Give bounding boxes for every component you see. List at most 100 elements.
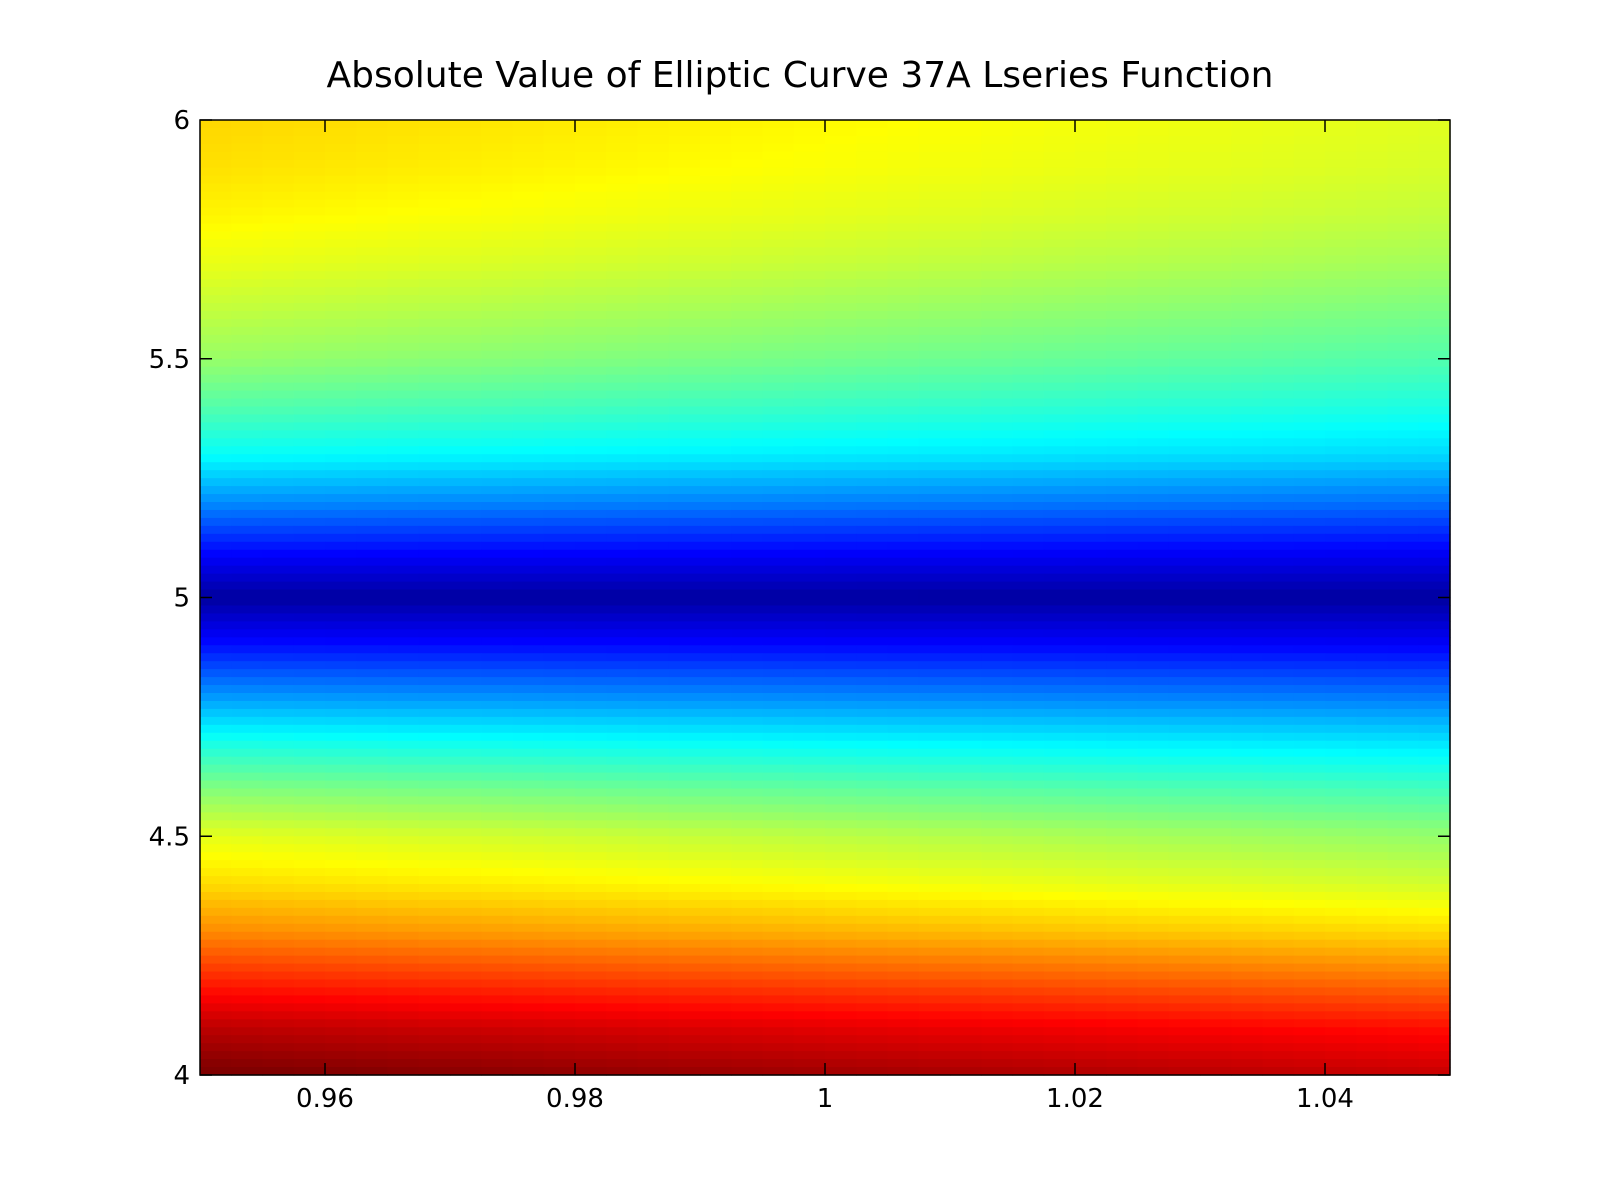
heatmap-cell bbox=[1168, 581, 1201, 591]
heatmap-cell bbox=[1012, 303, 1045, 312]
heatmap-cell bbox=[575, 677, 607, 686]
heatmap-cell bbox=[512, 239, 545, 248]
heatmap-cell bbox=[762, 287, 795, 296]
heatmap-cell bbox=[200, 525, 232, 535]
heatmap-cell bbox=[512, 295, 545, 304]
heatmap-cell bbox=[668, 311, 701, 320]
heatmap-cell bbox=[1356, 780, 1389, 790]
heatmap-cell bbox=[1043, 955, 1076, 965]
heatmap-cell bbox=[825, 175, 857, 185]
heatmap-cell bbox=[387, 1043, 420, 1052]
heatmap-cell bbox=[1387, 263, 1420, 272]
heatmap-cell bbox=[1075, 143, 1107, 153]
heatmap-cell bbox=[481, 311, 514, 320]
heatmap-cell bbox=[762, 788, 795, 798]
heatmap-cell bbox=[637, 669, 670, 678]
heatmap-cell bbox=[1325, 899, 1357, 909]
heatmap-cell bbox=[1418, 151, 1451, 161]
heatmap-cell bbox=[325, 263, 357, 272]
heatmap-cell bbox=[1231, 438, 1264, 447]
heatmap-cell bbox=[543, 438, 576, 447]
heatmap-cell bbox=[793, 135, 826, 145]
heatmap-cell bbox=[325, 382, 357, 392]
heatmap-cell bbox=[450, 398, 482, 408]
heatmap-cell bbox=[700, 303, 732, 312]
heatmap-cell bbox=[1356, 836, 1389, 845]
heatmap-cell bbox=[1293, 1027, 1326, 1036]
heatmap-cell bbox=[700, 1019, 732, 1028]
heatmap-cell bbox=[700, 947, 732, 957]
heatmap-cell bbox=[450, 135, 482, 145]
heatmap-cell bbox=[1262, 573, 1295, 583]
heatmap-cell bbox=[575, 223, 607, 233]
heatmap-cell bbox=[481, 860, 514, 869]
heatmap-cell bbox=[200, 1059, 232, 1068]
heatmap-cell bbox=[950, 303, 982, 312]
heatmap-cell bbox=[1043, 517, 1076, 527]
heatmap-cell bbox=[1168, 693, 1201, 702]
heatmap-cell bbox=[1231, 716, 1264, 726]
heatmap-cell bbox=[1293, 860, 1326, 869]
heatmap-cell bbox=[450, 390, 482, 400]
heatmap-cell bbox=[1012, 358, 1045, 368]
heatmap-cell bbox=[293, 860, 326, 869]
heatmap-cell bbox=[606, 470, 639, 479]
heatmap-cell bbox=[387, 732, 420, 742]
heatmap-cell bbox=[981, 700, 1014, 710]
heatmap-cell bbox=[918, 820, 951, 829]
heatmap-cell bbox=[918, 446, 951, 455]
heatmap-cell bbox=[418, 915, 451, 925]
heatmap-cell bbox=[356, 406, 389, 416]
heatmap-cell bbox=[1200, 1051, 1232, 1060]
heatmap-cell bbox=[356, 334, 389, 344]
heatmap-cell bbox=[418, 159, 451, 169]
heatmap-cell bbox=[1387, 931, 1420, 941]
heatmap-cell bbox=[1262, 541, 1295, 551]
heatmap-cell bbox=[856, 621, 889, 630]
heatmap-cell bbox=[856, 151, 889, 161]
heatmap-cell bbox=[856, 947, 889, 957]
heatmap-cell bbox=[918, 899, 951, 909]
heatmap-cell bbox=[1168, 565, 1201, 575]
heatmap-cell bbox=[856, 159, 889, 169]
heatmap-cell bbox=[606, 478, 639, 487]
heatmap-cell bbox=[356, 645, 389, 654]
heatmap-cell bbox=[1137, 151, 1170, 161]
heatmap-cell bbox=[450, 947, 482, 957]
heatmap-cell bbox=[356, 143, 389, 153]
heatmap-cell bbox=[981, 470, 1014, 479]
heatmap-cell bbox=[1387, 191, 1420, 201]
heatmap-cell bbox=[950, 629, 982, 638]
heatmap-cell bbox=[575, 740, 607, 750]
heatmap-cell bbox=[1387, 247, 1420, 256]
heatmap-cell bbox=[637, 533, 670, 543]
heatmap-cell bbox=[637, 605, 670, 615]
heatmap-cell bbox=[1356, 247, 1389, 256]
heatmap-cell bbox=[637, 295, 670, 304]
heatmap-cell bbox=[450, 279, 482, 288]
heatmap-cell bbox=[325, 557, 357, 567]
heatmap-cell bbox=[1043, 1035, 1076, 1044]
heatmap-cell bbox=[450, 366, 482, 376]
heatmap-cell bbox=[1262, 1003, 1295, 1012]
heatmap-cell bbox=[1262, 796, 1295, 806]
heatmap-cell bbox=[700, 525, 732, 535]
heatmap-cell bbox=[731, 621, 764, 630]
heatmap-cell bbox=[512, 382, 545, 392]
heatmap-cell bbox=[1262, 812, 1295, 821]
heatmap-cell bbox=[1075, 955, 1107, 965]
heatmap-cell bbox=[950, 406, 982, 416]
heatmap-cell bbox=[1262, 780, 1295, 790]
heatmap-cell bbox=[262, 549, 295, 559]
heatmap-cell bbox=[262, 685, 295, 694]
heatmap-cell bbox=[1293, 772, 1326, 782]
heatmap-cell bbox=[1137, 955, 1170, 965]
heatmap-cell bbox=[262, 486, 295, 495]
heatmap-cell bbox=[450, 120, 482, 129]
heatmap-cell bbox=[262, 382, 295, 392]
heatmap-cell bbox=[1012, 287, 1045, 296]
heatmap-cell bbox=[1075, 836, 1107, 845]
heatmap-cell bbox=[1387, 979, 1420, 989]
heatmap-cell bbox=[1075, 470, 1107, 479]
heatmap-cell bbox=[1168, 311, 1201, 320]
